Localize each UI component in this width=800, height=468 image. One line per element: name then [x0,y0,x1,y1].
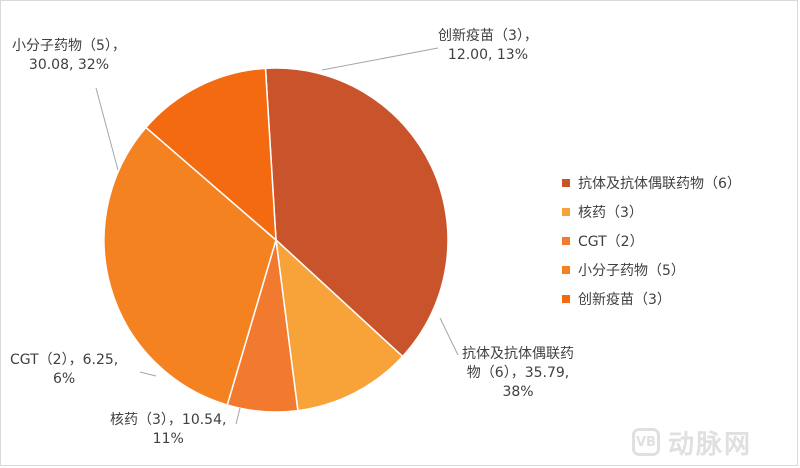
leader-line-vaccine [321,47,439,71]
leader-line-antibody [439,317,459,356]
legend-label: 核药（3） [578,204,643,221]
legend-label: 创新疫苗（3） [578,291,671,308]
legend-item: 核药（3） [562,197,741,226]
data-label-small-molecule: 小分子药物（5）， 30.08, 32% [12,38,126,73]
watermark: VB 动脉网 [632,424,752,460]
legend-swatch [562,236,570,245]
slice-antibody [264,67,449,358]
slice-nuclear [274,238,404,412]
data-label-vaccine: 创新疫苗（3）， 12.00, 13% [438,28,538,63]
legend-item: 创新疫苗（3） [562,284,741,313]
legend-item: 抗体及抗体偶联药物（6） [562,168,741,197]
legend-label: 抗体及抗体偶联药物（6） [578,175,741,192]
legend-item: 小分子药物（5） [562,255,741,284]
slice-vaccine [144,67,277,242]
slice-small-molecule [103,126,277,406]
legend-item: CGT（2） [562,226,741,255]
legend-swatch [562,207,570,216]
watermark-logo-icon: VB [632,428,660,456]
leader-line-small-molecule [95,87,119,171]
legend-swatch [562,294,570,303]
data-label-cgt: CGT（2），6.25, 6% [10,352,119,387]
legend-label: 小分子药物（5） [578,262,685,279]
data-label-antibody: 抗体及抗体偶联药 物（6），35.79, 38% [462,346,574,400]
leader-line-nuclear [235,407,241,425]
watermark-text: 动脉网 [668,429,753,460]
legend: 抗体及抗体偶联药物（6） 核药（3） CGT（2） 小分子药物（5） 创新疫苗（… [562,168,741,313]
legend-label: CGT（2） [578,233,644,250]
data-label-nuclear: 核药（3），10.54, 11% [110,412,227,447]
leader-line-cgt [139,371,157,377]
legend-swatch [562,265,570,274]
legend-swatch [562,178,570,187]
